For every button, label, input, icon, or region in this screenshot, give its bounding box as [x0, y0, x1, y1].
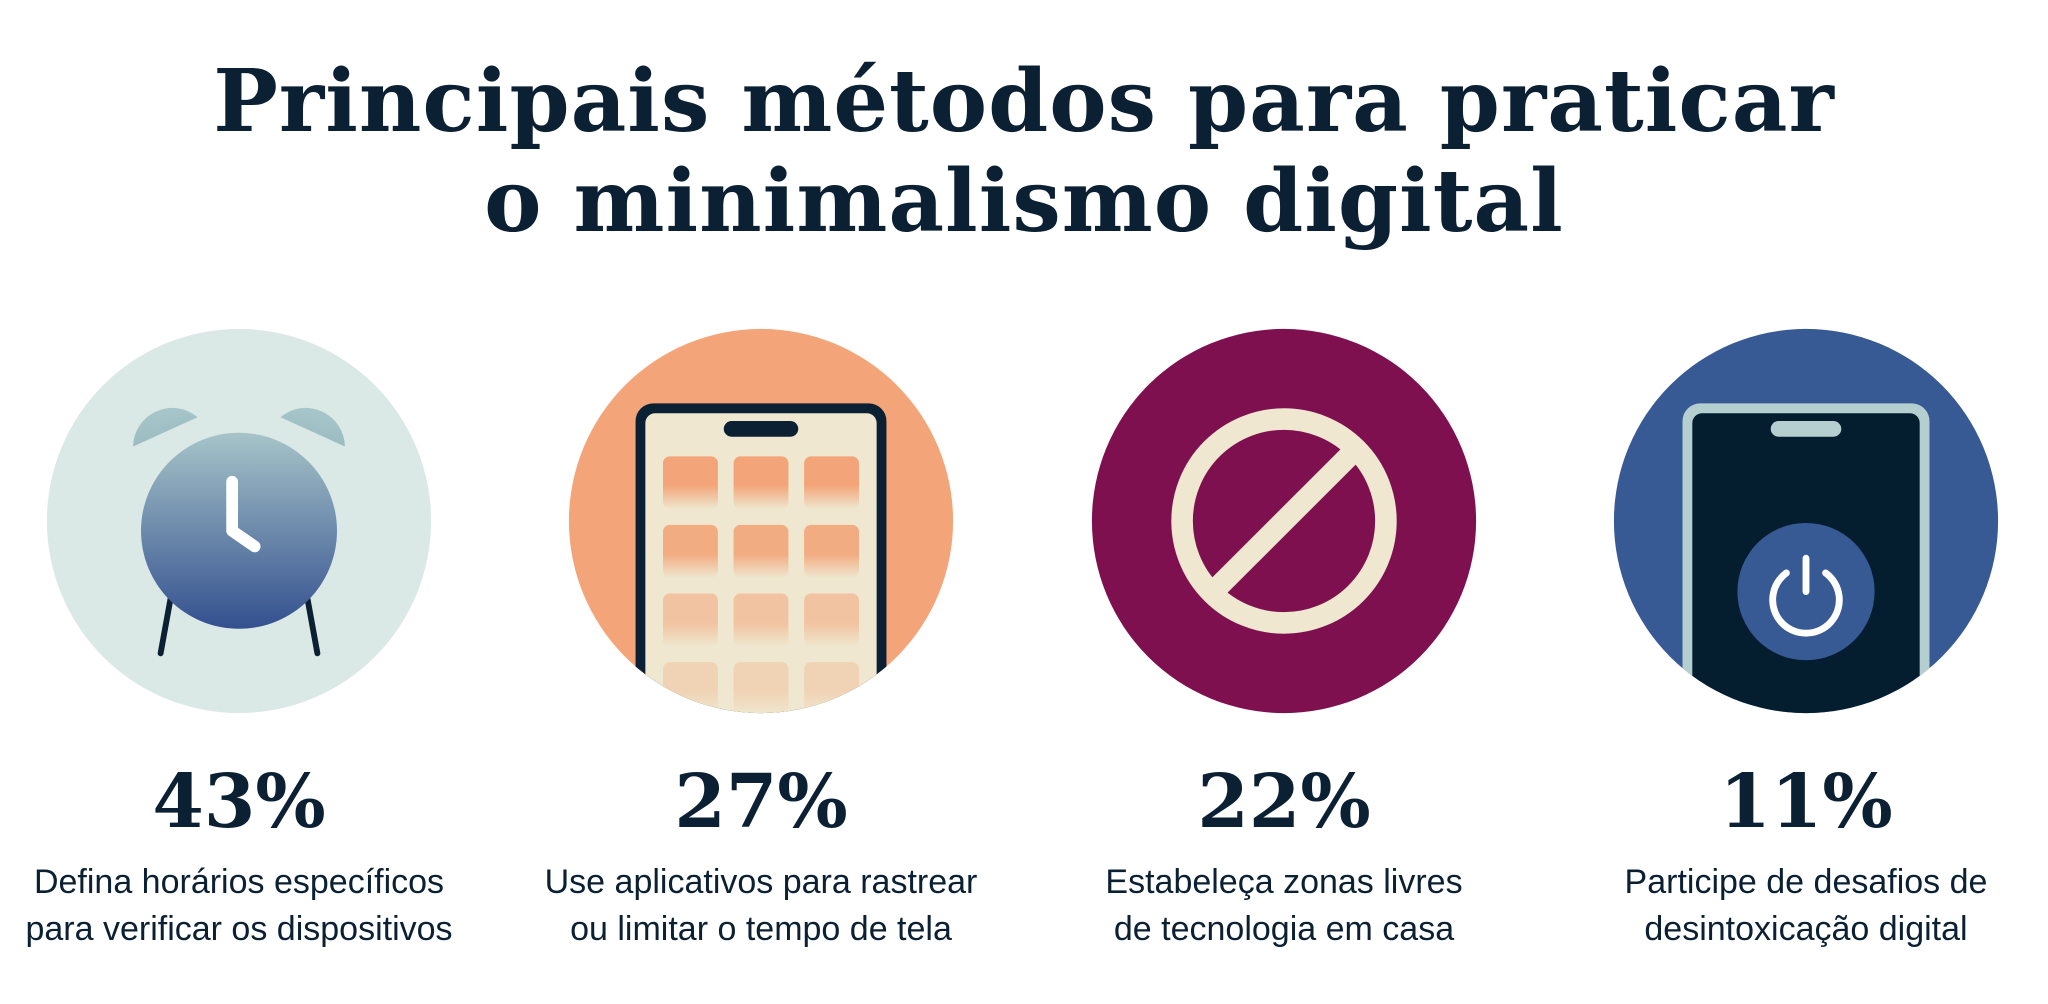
- title-line-1: Principais métodos para praticar: [213, 51, 1835, 152]
- description: Defina horários específicos para verific…: [0, 859, 499, 953]
- description-line: de tecnologia em casa: [1113, 910, 1455, 948]
- title-line-2: o minimalismo digital: [484, 151, 1564, 252]
- page-title: Principais métodos para praticar o minim…: [0, 52, 2048, 252]
- alarm-clock-icon: [46, 328, 432, 714]
- description-line: desintoxicação digital: [1644, 910, 1968, 948]
- description-line: Use aplicativos para rastrear: [544, 863, 978, 901]
- smartphone-apps-icon: [568, 328, 954, 714]
- description: Participe de desafios de desintoxicação …: [1546, 859, 2048, 953]
- description-line: ou limitar o tempo de tela: [570, 910, 952, 948]
- description: Use aplicativos para rastrear ou limitar…: [501, 859, 1021, 953]
- percent-value: 11%: [1719, 759, 1893, 845]
- description-line: para verificar os dispositivos: [25, 910, 453, 948]
- description-line: Participe de desafios de: [1624, 863, 1988, 901]
- stat-card-digital-detox: 11% Participe de desafios de desintoxica…: [1546, 325, 2048, 953]
- stat-card-scheduled-times: 43% Defina horários específicos para ver…: [0, 325, 499, 953]
- percent-value: 27%: [674, 759, 848, 845]
- stat-card-tech-free-zones: 22% Estabeleça zonas livres de tecnologi…: [1024, 325, 1544, 953]
- percent-value: 43%: [152, 759, 326, 845]
- stat-card-screen-time-apps: 27% Use aplicativos para rastrear ou lim…: [501, 325, 1021, 953]
- description-line: Defina horários específicos: [33, 863, 445, 901]
- description: Estabeleça zonas livres de tecnologia em…: [1024, 859, 1544, 953]
- prohibited-icon: [1091, 328, 1477, 714]
- percent-value: 22%: [1197, 759, 1371, 845]
- phone-power-icon: [1613, 328, 1999, 714]
- description-line: Estabeleça zonas livres: [1105, 863, 1463, 901]
